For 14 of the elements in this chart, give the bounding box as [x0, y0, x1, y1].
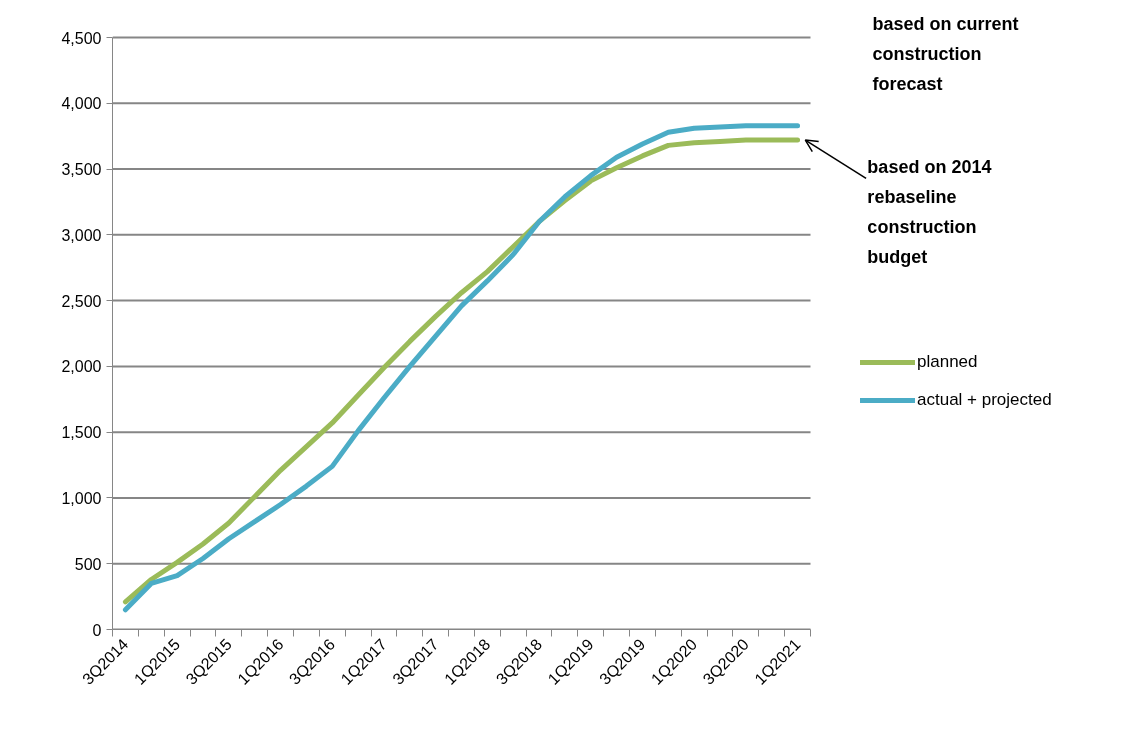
y-tick-label: 4,000 [61, 95, 102, 113]
text: based on current construction forecast [872, 13, 1019, 94]
y-tick-label: 2,000 [61, 358, 102, 376]
y-tick-label: 1,500 [61, 424, 102, 442]
y-tick-label: 500 [74, 555, 102, 573]
y-tick-label: 4,500 [61, 29, 102, 47]
y-tick-label: 1,000 [61, 489, 102, 507]
y-tick-label: 2,500 [61, 292, 102, 310]
y-tick-label: 3,500 [61, 161, 102, 179]
annotation: based on 2014 rebaseline construction budget [867, 157, 992, 268]
legend-label: planned [917, 352, 978, 372]
legend-label: actual + projected [917, 390, 1052, 410]
y-tick-label: 0 [92, 621, 102, 639]
y-tick-label: 3,000 [61, 226, 102, 244]
